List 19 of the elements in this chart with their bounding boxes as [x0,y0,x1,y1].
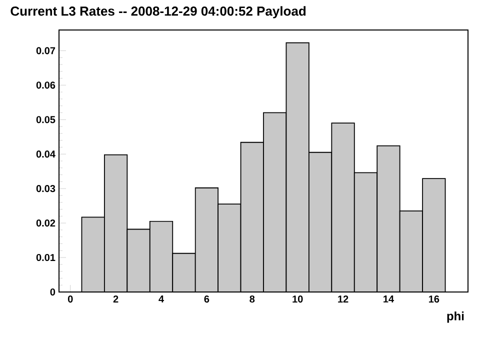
x-axis-title: phi [447,312,464,323]
x-tick-label: 12 [338,296,348,302]
x-tick-label: 10 [292,296,303,303]
y-tick-label: 0.07 [36,47,56,54]
x-tick-label: 2 [113,296,118,302]
x-tick-label: 0 [68,296,73,303]
x-tick-label: 8 [250,296,255,303]
y-tick-label: 0.01 [36,254,56,262]
x-tick-label: 14 [384,296,394,302]
y-tick-label: 0.04 [36,150,56,158]
x-tick-label: 4 [158,296,164,302]
y-tick-label: 0 [50,288,56,296]
x-tick-label: 6 [204,296,210,303]
y-tick-label: 0.03 [36,185,56,192]
chart-title: Current L3 Rates -- 2008-12-29 04:00:52 Payload [10,6,306,18]
y-tick-label: 0.02 [36,220,56,227]
y-tick-label: 0.05 [36,116,56,124]
y-tick-label: 0.06 [36,82,56,89]
x-tick-label: 16 [428,296,440,303]
